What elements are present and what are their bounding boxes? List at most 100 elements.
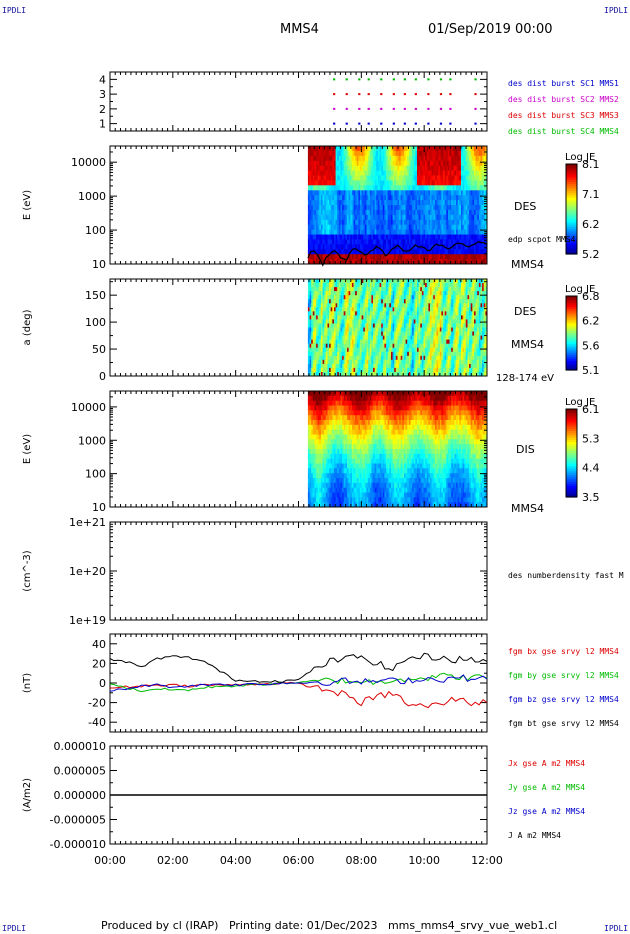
spectrogram-cell bbox=[464, 195, 467, 201]
spectrogram-cell bbox=[420, 155, 423, 162]
spectrogram-cell bbox=[366, 279, 369, 284]
spectrogram-cell bbox=[356, 160, 359, 167]
spectrogram-cell bbox=[444, 239, 447, 245]
spectrogram-cell bbox=[402, 200, 405, 206]
spectrogram-cell bbox=[482, 224, 485, 230]
spectrogram-cell bbox=[340, 347, 343, 353]
spectrogram-cell bbox=[421, 299, 424, 304]
spectrogram-cell bbox=[353, 185, 356, 191]
spectrogram-cell bbox=[412, 335, 415, 340]
spectrogram-cell bbox=[387, 347, 390, 353]
spectrogram-cell bbox=[425, 323, 428, 328]
spectrogram-cell bbox=[363, 351, 366, 357]
spectrogram-cell bbox=[355, 299, 358, 304]
spectrogram-cell bbox=[384, 244, 387, 250]
spectrogram-cell bbox=[329, 311, 332, 316]
spectrogram-cell bbox=[356, 279, 359, 284]
spectrogram-cell bbox=[379, 205, 382, 211]
spectrogram-cell bbox=[418, 347, 421, 353]
spectrogram-cell bbox=[485, 249, 488, 255]
spectrogram-cell bbox=[337, 287, 340, 292]
spectrogram-cell bbox=[309, 279, 312, 284]
spectrogram-cell bbox=[361, 195, 364, 201]
spectrogram-cell bbox=[324, 372, 327, 377]
spectrogram-cell bbox=[431, 351, 434, 357]
spectrogram-cell bbox=[342, 160, 345, 167]
spectrogram-cell bbox=[338, 327, 341, 332]
spectrogram-cell bbox=[324, 170, 327, 176]
spectrogram-cell bbox=[402, 234, 405, 240]
spectrogram-cell bbox=[408, 359, 411, 365]
spectrogram-cell bbox=[392, 205, 395, 211]
spectrogram-cell bbox=[425, 287, 428, 292]
spectrogram-cell bbox=[433, 343, 436, 349]
spectrogram-cell bbox=[420, 372, 423, 377]
spectrogram-cell bbox=[482, 219, 485, 226]
spectrogram-cell bbox=[325, 249, 328, 255]
spectrogram-cell bbox=[356, 185, 359, 191]
spectrogram-cell bbox=[335, 339, 338, 344]
spectrogram-cell bbox=[361, 229, 364, 235]
spectrogram-cell bbox=[434, 146, 437, 152]
spectrogram-cell bbox=[389, 195, 392, 201]
spectrogram-cell bbox=[452, 209, 455, 216]
spectrogram-cell bbox=[399, 205, 402, 211]
spectrogram-cell bbox=[431, 339, 434, 344]
spectrogram-cell bbox=[360, 339, 362, 344]
spectrogram-cell bbox=[483, 244, 486, 250]
spectrogram-cell bbox=[374, 303, 377, 308]
spectrogram-cell bbox=[470, 239, 473, 245]
spectrogram-cell bbox=[389, 283, 392, 288]
spectrogram-cell bbox=[389, 363, 392, 369]
spectrogram-cell bbox=[465, 239, 468, 245]
spectrogram-cell bbox=[368, 287, 371, 292]
spectrogram-cell bbox=[329, 239, 332, 245]
colorbar-cell bbox=[566, 247, 577, 251]
spectrogram-cell bbox=[408, 355, 411, 361]
spectrogram-cell bbox=[412, 355, 415, 361]
spectrogram-cell bbox=[404, 150, 406, 157]
spectrogram-cell bbox=[462, 224, 465, 230]
spectrogram-cell bbox=[371, 190, 374, 196]
spectrogram-cell bbox=[342, 209, 345, 216]
spectrogram-cell bbox=[391, 279, 393, 284]
spectrogram-cell bbox=[384, 219, 387, 226]
spectrogram-cell bbox=[309, 351, 312, 357]
spectrogram-cell bbox=[410, 234, 413, 240]
spectrogram-cell bbox=[338, 195, 341, 201]
spectrogram-cell bbox=[391, 224, 393, 230]
spectrogram-cell bbox=[360, 200, 362, 206]
spectrogram-cell bbox=[355, 205, 358, 211]
spectrogram-cell bbox=[350, 214, 353, 221]
spectrogram-cell bbox=[350, 351, 353, 357]
spectrogram-cell bbox=[410, 323, 413, 328]
spectrogram-cell bbox=[423, 351, 426, 357]
spectrogram-cell bbox=[402, 323, 405, 328]
spectrogram-cell bbox=[343, 335, 346, 340]
spectrogram-cell bbox=[389, 319, 392, 324]
spectrogram-cell bbox=[417, 283, 419, 288]
spectrogram-cell bbox=[366, 311, 369, 316]
spectrogram-cell bbox=[418, 146, 421, 152]
spectrogram-cell bbox=[381, 327, 384, 332]
spectrogram-cell bbox=[443, 234, 445, 240]
spectrogram-cell bbox=[387, 307, 390, 312]
spectrogram-cell bbox=[449, 224, 452, 230]
spectrogram-cell bbox=[417, 351, 419, 357]
legend-label-1: des dist burst SC1 MMS1 bbox=[508, 79, 619, 88]
spectrogram-cell bbox=[371, 279, 374, 284]
spectrogram-cell bbox=[431, 363, 434, 369]
spectrogram-cell bbox=[369, 254, 372, 260]
spectrogram-cell bbox=[461, 190, 463, 196]
spectrogram-cell bbox=[474, 224, 476, 230]
spectrogram-cell bbox=[324, 295, 327, 300]
spectrogram-cell bbox=[425, 229, 428, 235]
spectrogram-cell bbox=[392, 343, 395, 349]
spectrogram-cell bbox=[340, 180, 343, 186]
spectrogram-cell bbox=[470, 150, 473, 157]
spectrogram-cell bbox=[428, 234, 431, 240]
spectrogram-cell bbox=[423, 200, 426, 206]
spectrogram-cell bbox=[325, 170, 328, 176]
spectrogram-cell bbox=[474, 175, 476, 181]
spectrogram-cell bbox=[366, 327, 369, 332]
